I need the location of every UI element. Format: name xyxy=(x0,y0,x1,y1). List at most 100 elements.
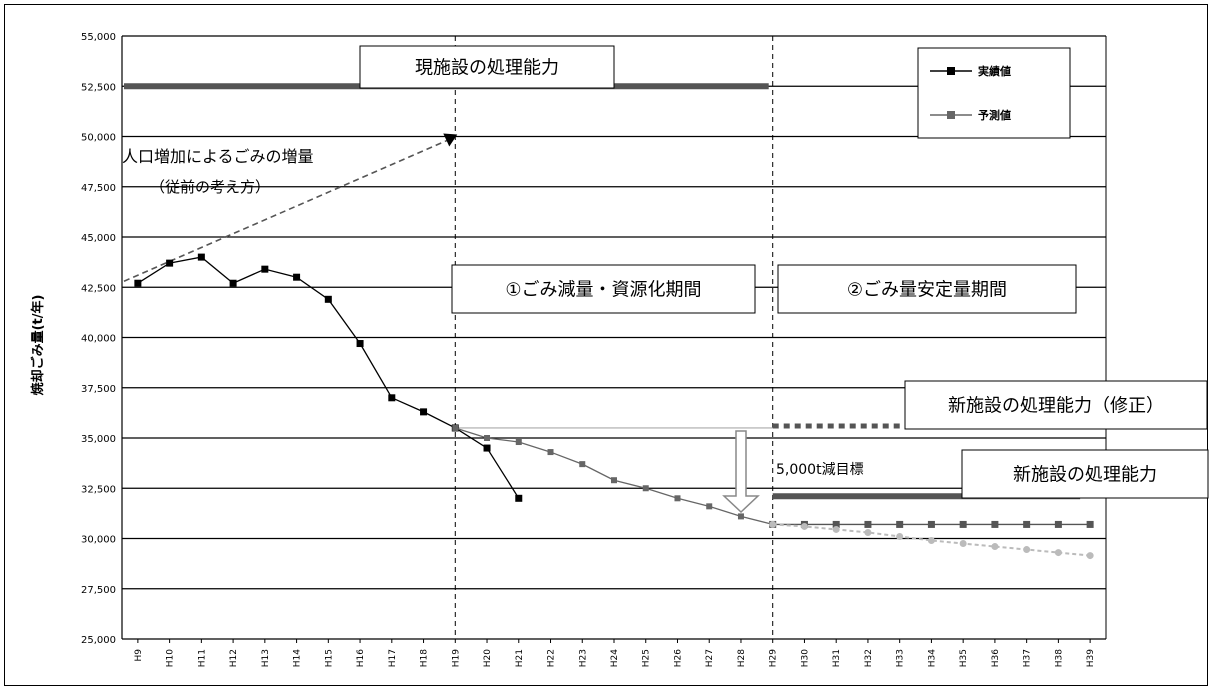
period1-label: ①ごみ減量・資源化期間 xyxy=(505,279,701,300)
x-tick-label: H30 xyxy=(800,649,810,667)
x-tick-label: H19 xyxy=(451,649,461,667)
y-tick-label: 42,500 xyxy=(81,283,116,294)
y-tick-label: 52,500 xyxy=(81,82,116,93)
y-tick-label: 55,000 xyxy=(81,32,116,43)
x-tick-label: H10 xyxy=(166,649,176,667)
x-tick-label: H12 xyxy=(229,649,239,667)
x-tick-label: H33 xyxy=(896,649,906,667)
data-point xyxy=(706,503,713,510)
data-point xyxy=(293,273,301,281)
data-point xyxy=(515,494,523,502)
data-point xyxy=(896,532,904,540)
x-tick-label: H15 xyxy=(324,649,334,667)
x-tick-label: H34 xyxy=(927,649,937,667)
x-tick-labels: H9 H10 H11 H12 H13 H14 H15 H16 H17 H18 H19 H20 H21 H2… xyxy=(134,649,1096,668)
x-tick-label: H36 xyxy=(991,649,1001,667)
axes xyxy=(121,36,1107,643)
data-point xyxy=(737,513,744,520)
reduction-arrow xyxy=(722,430,760,514)
y-tick-label: 25,000 xyxy=(81,635,116,646)
data-point xyxy=(1086,520,1094,528)
data-point xyxy=(1023,546,1031,554)
x-tick-label: H31 xyxy=(832,649,842,667)
pop-increase-note: （従前の考え方） xyxy=(150,178,270,196)
y-tick-label: 40,000 xyxy=(81,334,116,345)
x-tick-label: H20 xyxy=(483,649,493,667)
x-tick-label: H39 xyxy=(1086,649,1096,667)
x-tick-label: H37 xyxy=(1023,649,1033,667)
data-point xyxy=(611,477,617,484)
reduction-target-label: 5,000t減目標 xyxy=(776,461,864,478)
data-point xyxy=(642,485,649,492)
x-tick-label: H23 xyxy=(578,649,588,667)
data-point xyxy=(197,253,205,261)
data-point xyxy=(229,279,237,287)
data-point xyxy=(832,520,840,528)
data-point xyxy=(388,394,396,402)
new-capacity-revised-label-box xyxy=(904,380,1208,430)
data-point xyxy=(579,461,586,468)
new-capacity-label-box xyxy=(961,449,1209,499)
x-tick-label: H29 xyxy=(769,649,779,667)
x-tick-label: H28 xyxy=(737,649,747,667)
data-point xyxy=(769,520,777,528)
legend-label-actual: 実績値 xyxy=(978,64,1011,78)
period2-label-box xyxy=(777,264,1077,314)
x-tick-label: H32 xyxy=(864,649,874,667)
pop-increase-arrowhead xyxy=(443,133,458,147)
data-point xyxy=(800,522,808,530)
data-point xyxy=(896,520,904,528)
pop-increase-line xyxy=(123,138,450,282)
data-point xyxy=(134,279,142,287)
data-point xyxy=(324,295,332,303)
legend-marker-actual xyxy=(947,67,955,75)
data-point xyxy=(864,528,872,536)
data-point xyxy=(927,537,935,545)
x-tick-label: H18 xyxy=(420,649,430,667)
y-tick-label: 45,000 xyxy=(81,233,116,244)
data-point xyxy=(864,520,872,528)
data-point xyxy=(991,520,999,528)
data-point xyxy=(483,444,491,452)
data-point xyxy=(547,449,554,456)
x-tick-label: H27 xyxy=(705,649,715,667)
data-point xyxy=(166,259,174,267)
data-point xyxy=(261,265,269,273)
x-tick-label: H14 xyxy=(293,649,303,667)
legend-label-forecast: 予測値 xyxy=(978,108,1011,122)
current-capacity-label-box xyxy=(359,45,615,89)
data-point xyxy=(1054,549,1062,557)
pop-increase-label: 人口増加によるごみの増量 xyxy=(122,147,314,166)
x-tick-label: H35 xyxy=(959,649,969,667)
data-point xyxy=(356,340,364,348)
data-point xyxy=(991,543,999,551)
y-tick-label: 37,500 xyxy=(81,384,116,395)
x-tick-label: H13 xyxy=(261,649,271,667)
legend: 実績値 予測値 xyxy=(917,47,1071,139)
data-point xyxy=(452,424,459,431)
x-tick-label: H17 xyxy=(388,649,398,667)
x-tick-label: H25 xyxy=(642,649,652,667)
period2-label: ②ごみ量安定量期間 xyxy=(847,279,1007,300)
data-point xyxy=(1023,520,1031,528)
x-tick-label: H9 xyxy=(134,649,144,662)
series-lines xyxy=(134,253,1094,560)
y-tick-label: 35,000 xyxy=(81,434,116,445)
period1-label-box xyxy=(451,264,756,314)
y-tick-label: 30,000 xyxy=(81,535,116,546)
x-tick-label: H21 xyxy=(515,649,525,667)
y-tick-label: 32,500 xyxy=(81,484,116,495)
data-point xyxy=(1086,552,1094,560)
x-tick-label: H22 xyxy=(547,649,557,667)
x-tick-label: H24 xyxy=(610,649,620,667)
y-tick-label: 50,000 xyxy=(81,133,116,144)
y-tick-label: 47,500 xyxy=(81,183,116,194)
current-capacity-label: 現施設の処理能力 xyxy=(415,57,559,78)
data-point xyxy=(959,520,967,528)
data-point xyxy=(515,439,522,446)
x-tick-label: H11 xyxy=(197,649,207,667)
data-point xyxy=(674,495,681,502)
data-point xyxy=(832,525,840,533)
y-tick-label: 27,500 xyxy=(81,585,116,596)
